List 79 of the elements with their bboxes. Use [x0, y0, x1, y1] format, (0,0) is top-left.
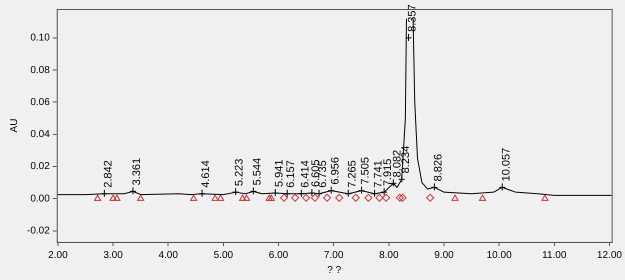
point [382, 194, 390, 202]
y-tick-label: 0.06 [30, 96, 50, 108]
point [451, 194, 459, 201]
point [426, 194, 434, 202]
x-axis-title: ? ? [327, 264, 342, 276]
point [239, 194, 246, 201]
point [291, 194, 300, 202]
x-tick-label: 11.00 [542, 250, 567, 261]
point [232, 188, 240, 196]
point [335, 194, 344, 202]
y-tick-label: 0.04 [30, 129, 50, 140]
point [371, 189, 378, 198]
x-tick-label: 6.00 [268, 250, 289, 261]
point [541, 194, 548, 201]
y-axis-title: AU [8, 118, 20, 132]
point [113, 194, 120, 201]
x-tick-label: 8.00 [379, 250, 399, 261]
point [380, 188, 388, 196]
x-tick-label: 9.00 [434, 250, 454, 261]
annotation: 7.505 [360, 157, 372, 185]
point [110, 194, 117, 201]
point [94, 194, 102, 201]
point [328, 186, 335, 194]
annotation: 6.735 [317, 160, 330, 188]
point [137, 194, 144, 201]
annotation: 6.157 [285, 160, 298, 188]
annotation: 5.223 [234, 158, 246, 186]
y-tick-label: 0.08 [30, 64, 50, 76]
point [242, 194, 250, 201]
point [398, 194, 407, 202]
point [266, 194, 273, 201]
annotation: 4.614 [200, 160, 212, 188]
point [129, 186, 136, 195]
point [479, 194, 486, 201]
y-tick-label: 0.00 [30, 193, 50, 204]
point [310, 194, 319, 202]
point [498, 182, 506, 191]
point [316, 189, 323, 198]
annotation: 5.941 [273, 159, 286, 187]
point [375, 194, 384, 202]
x-tick-label: 10.00 [486, 250, 512, 261]
point [358, 186, 366, 194]
point [212, 194, 219, 201]
annotation: 10.057 [500, 148, 512, 182]
annotation: 7.265 [346, 160, 358, 188]
point [364, 194, 372, 202]
annotation: 8.826 [432, 154, 444, 182]
point [190, 194, 198, 201]
x-tick-label: 7.00 [324, 250, 344, 261]
x-tick-label: 12.00 [596, 250, 622, 261]
point [100, 189, 108, 198]
point [344, 189, 352, 198]
y-tick-label: 0.02 [30, 161, 50, 172]
x-tick-label: 5.00 [214, 250, 234, 261]
point [352, 194, 360, 202]
x-tick-label: 4.00 [158, 250, 178, 261]
y-tick-label: 0.10 [30, 32, 50, 44]
point [430, 182, 438, 191]
point [298, 189, 305, 198]
point [396, 194, 404, 202]
point [323, 194, 332, 202]
point [284, 189, 291, 198]
point [308, 188, 316, 196]
annotation: 2.842 [102, 160, 114, 188]
point [302, 194, 310, 202]
annotation: 6.414 [299, 160, 312, 188]
annotation: 3.361 [130, 158, 143, 186]
annotation: 6.956 [329, 157, 342, 185]
y-tick-label: -0.02 [26, 226, 50, 236]
point [250, 186, 257, 195]
point [272, 188, 279, 196]
annotation: 8.357 [406, 4, 419, 32]
point [280, 194, 288, 202]
x-tick-label: 3.00 [103, 250, 124, 261]
point [198, 189, 206, 198]
annotation: 5.544 [251, 158, 264, 186]
point [217, 194, 224, 201]
x-tick-label: 2.00 [48, 250, 68, 261]
point [268, 194, 275, 201]
